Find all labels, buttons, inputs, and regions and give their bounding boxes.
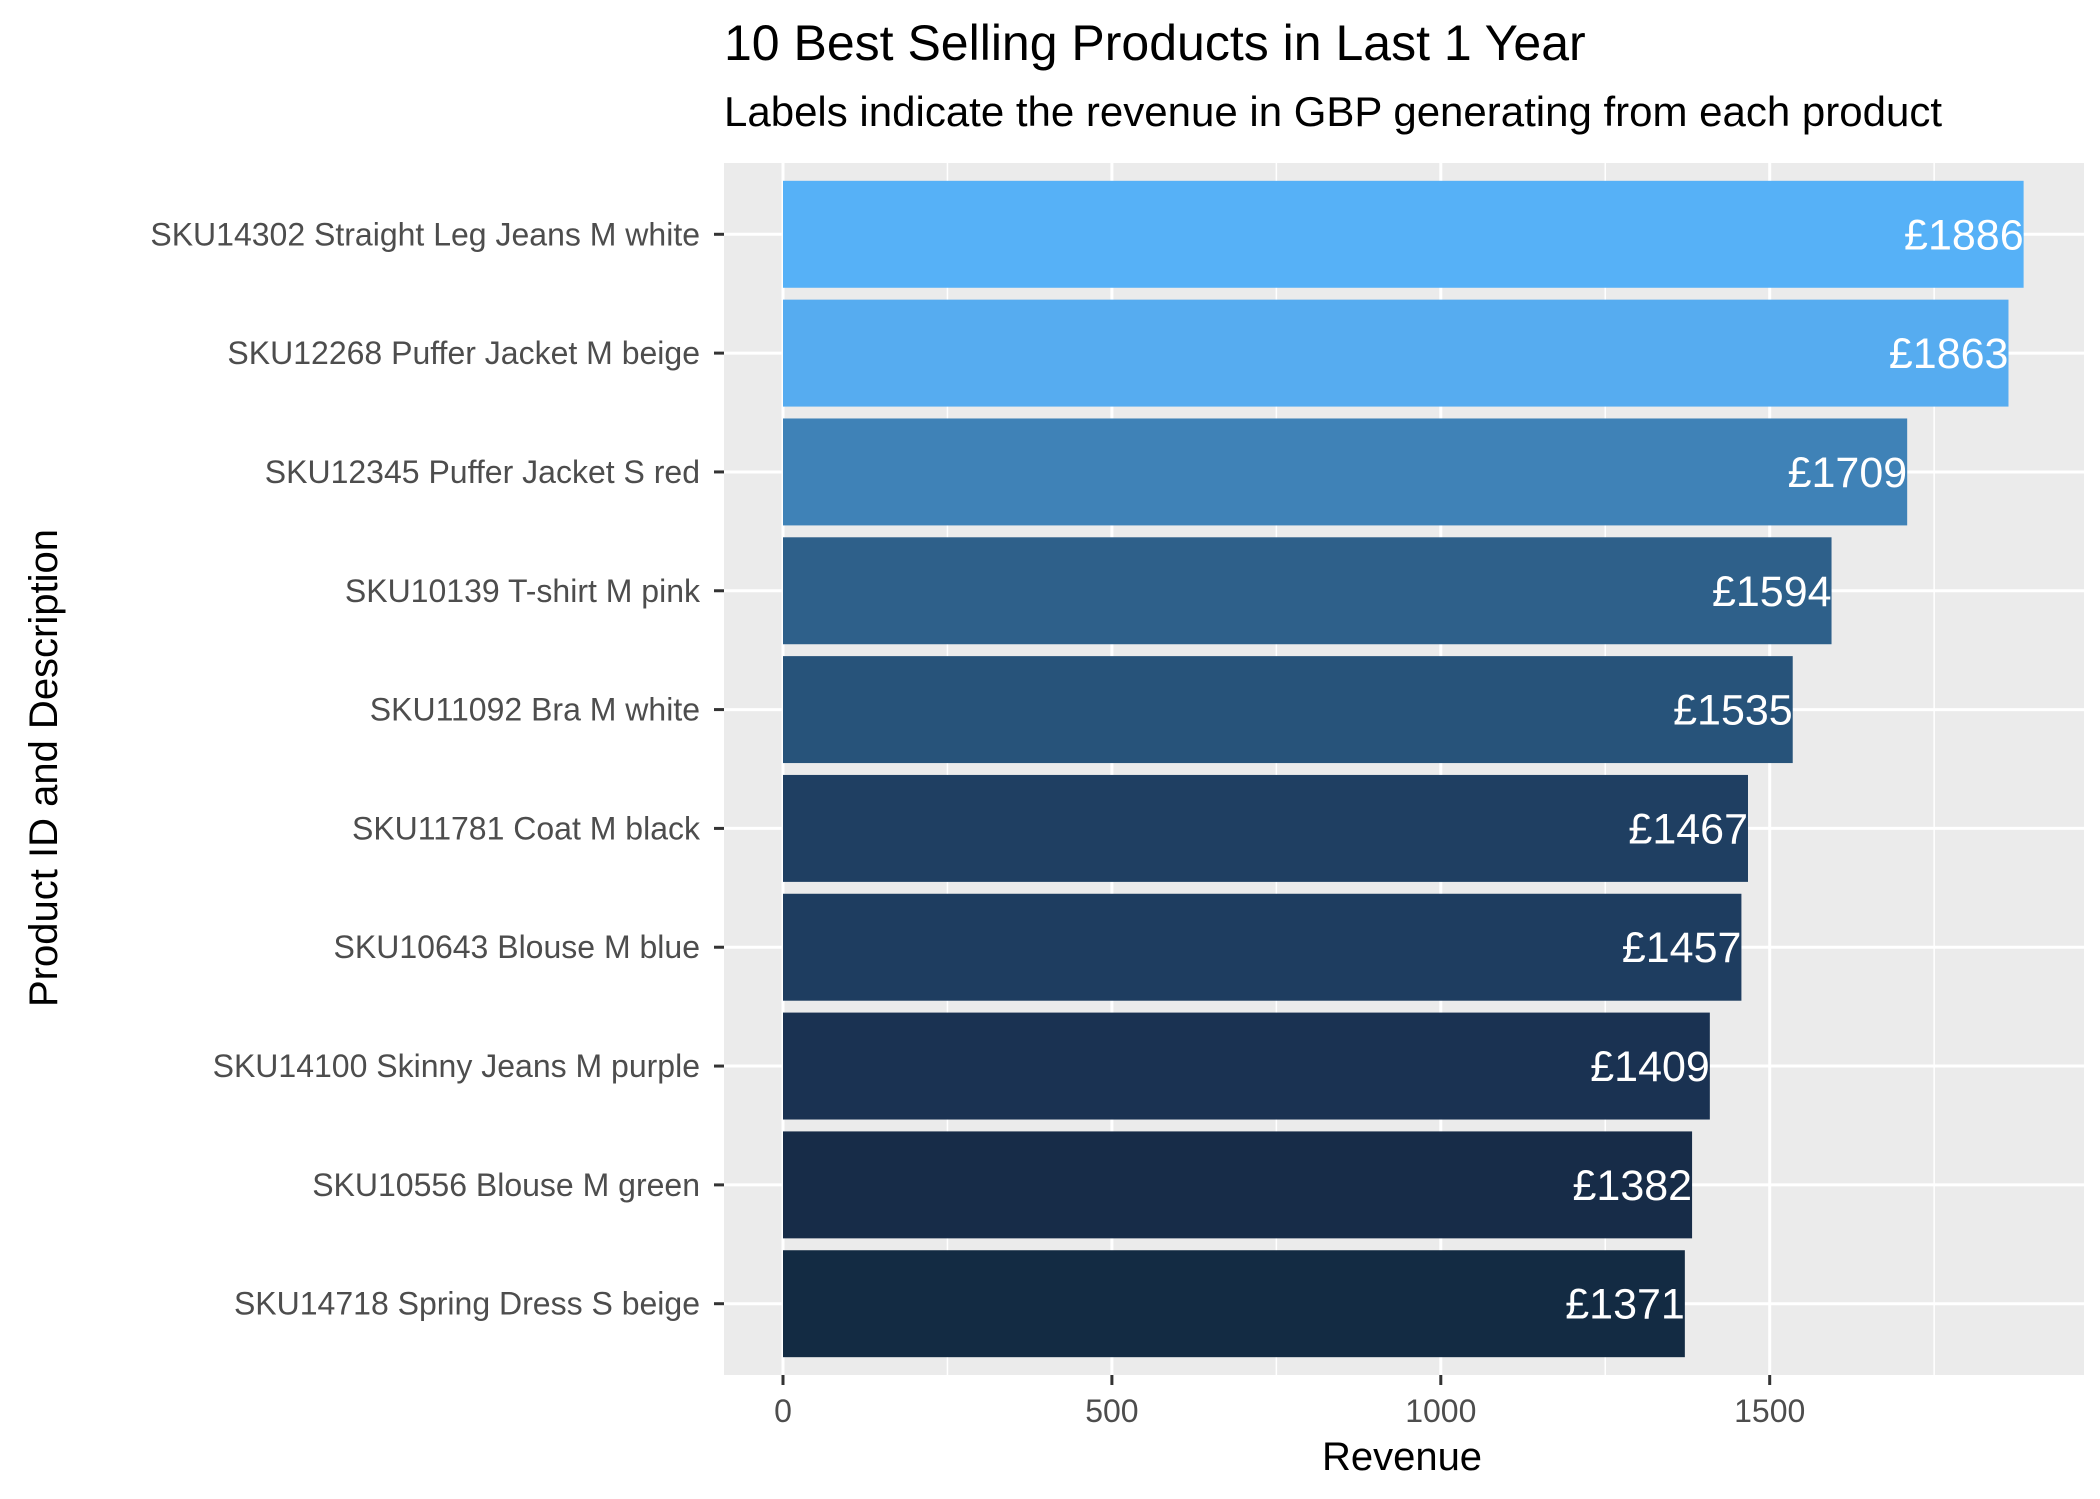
chart-subtitle: Labels indicate the revenue in GBP gener…	[724, 88, 1942, 135]
x-tick-label: 1000	[1405, 1393, 1476, 1429]
x-tick-label: 0	[774, 1393, 792, 1429]
bar	[783, 418, 1908, 526]
y-tick-label: SKU11092 Bra M white	[370, 692, 700, 728]
y-axis-title: Product ID and Description	[22, 529, 66, 1007]
bar	[783, 1250, 1685, 1358]
data-label: £1886	[1904, 211, 2024, 259]
y-tick-label: SKU10643 Blouse M blue	[334, 929, 700, 965]
y-tick-label: SKU14718 Spring Dress S beige	[234, 1286, 700, 1322]
y-axis: SKU14302 Straight Leg Jeans M white SKU12…	[150, 216, 724, 1322]
bar	[783, 537, 1832, 645]
bar	[783, 299, 2009, 407]
bar	[783, 656, 1793, 764]
x-tick-label: 500	[1085, 1393, 1138, 1429]
x-tick-label: 1500	[1734, 1393, 1805, 1429]
data-label: £1535	[1673, 687, 1793, 735]
x-axis: 0 500 1000 1500	[774, 1375, 1805, 1429]
data-label: £1709	[1788, 449, 1908, 497]
data-label: £1409	[1590, 1043, 1710, 1091]
bar	[783, 893, 1742, 1001]
data-label: £1382	[1573, 1162, 1693, 1210]
y-tick-label: SKU14302 Straight Leg Jeans M white	[150, 216, 700, 252]
y-tick-label: SKU12345 Puffer Jacket S red	[265, 454, 700, 490]
y-tick-label: SKU14100 Skinny Jeans M purple	[213, 1048, 700, 1084]
bars	[783, 180, 2024, 1358]
value-labels: £1886 £1863 £1709 £1594 £1535 £1467 £1457 £1409…	[1565, 211, 2023, 1328]
y-tick-label: SKU12268 Puffer Jacket M beige	[227, 335, 700, 371]
data-label: £1457	[1622, 924, 1742, 972]
bar	[783, 180, 2024, 288]
data-label: £1467	[1628, 805, 1748, 853]
chart-title: 10 Best Selling Products in Last 1 Year	[724, 15, 1586, 71]
x-axis-title: Revenue	[1322, 1435, 1482, 1479]
bar	[783, 774, 1748, 882]
data-label: £1863	[1889, 330, 2009, 378]
data-label: £1594	[1712, 568, 1832, 616]
y-tick-label: SKU10556 Blouse M green	[312, 1167, 700, 1203]
bar	[783, 1012, 1710, 1120]
bar	[783, 1131, 1693, 1239]
data-label: £1371	[1565, 1281, 1685, 1329]
y-tick-label: SKU10139 T-shirt M pink	[345, 573, 701, 609]
y-tick-label: SKU11781 Coat M black	[352, 810, 701, 846]
